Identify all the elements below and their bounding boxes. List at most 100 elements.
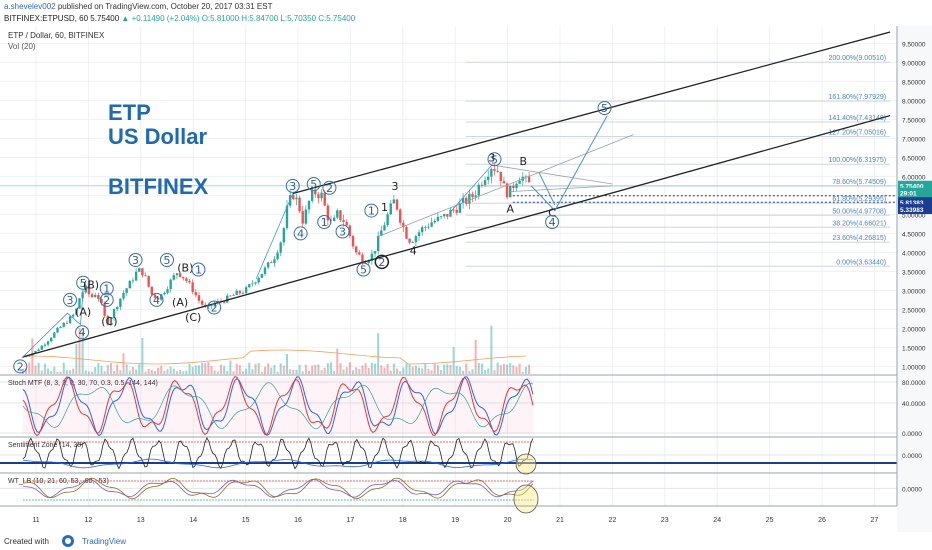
candle-body: [411, 242, 414, 244]
candle-body: [263, 267, 267, 274]
tradingview-logo-icon: [62, 535, 74, 547]
volume-bar: [153, 371, 156, 374]
price-tag: [898, 187, 932, 198]
wave-label: 5: [164, 254, 171, 267]
candle-body: [166, 289, 169, 293]
candle-body: [298, 197, 301, 212]
indicator-label: Stoch MTF (8, 3, 3, 0, 30, 70, 0.3, 0.5,…: [8, 380, 158, 387]
candle-body: [490, 169, 493, 177]
volume-bar: [311, 365, 314, 374]
candle-body: [310, 189, 314, 201]
wave-label-circle: [317, 215, 332, 229]
volume-bar: [436, 365, 439, 374]
candle-body: [94, 295, 97, 298]
candle-body: [131, 280, 135, 282]
volume-bar: [449, 364, 452, 374]
volume-bar: [87, 371, 90, 374]
indicator-label: Sentiment Zone (14, 30): [8, 442, 84, 449]
candle-body: [487, 176, 490, 181]
candle-body: [87, 285, 91, 295]
volume-bar: [477, 362, 480, 374]
candle-body: [427, 226, 430, 228]
volume-bar: [116, 364, 119, 374]
candle-body: [200, 300, 204, 305]
volume-bar: [345, 367, 348, 374]
wave-label: 3: [339, 226, 346, 239]
wave-label-circle: [322, 180, 337, 195]
volume-bar: [487, 368, 490, 374]
candle-body: [339, 210, 342, 221]
volume-bar: [210, 366, 213, 374]
candle-body: [257, 277, 260, 283]
candle-body: [292, 195, 295, 200]
candle-body: [430, 222, 433, 227]
candle-body: [477, 184, 480, 196]
candle-body: [446, 214, 449, 217]
fib-level-label: 100.00%(6.31975): [829, 157, 887, 164]
volume-bar: [182, 371, 185, 374]
candle-body: [238, 290, 242, 294]
y-tick-label: 4.50000: [902, 231, 926, 238]
volume-label: Vol (20): [8, 42, 36, 51]
volume-bar: [285, 354, 288, 374]
candle-body: [301, 211, 304, 224]
candle-body: [317, 194, 320, 199]
fib-level-label: 78.60%(5.74509): [832, 179, 886, 186]
candle-body: [455, 209, 458, 213]
volume-bar: [270, 367, 273, 374]
candle-body: [383, 225, 386, 231]
fib-level-label: 61.80%(5.29395): [832, 196, 886, 203]
y-tick-label: 2.50000: [902, 307, 926, 314]
candle-body: [474, 195, 477, 198]
wave-label: 3: [132, 254, 139, 267]
candle-body: [43, 344, 47, 346]
candle-body: [389, 203, 392, 215]
volume-bar: [323, 367, 326, 374]
candle-body: [90, 294, 94, 298]
wave-label: (A): [75, 305, 91, 318]
volume-bar: [37, 363, 40, 374]
wave-label-circle: [364, 203, 379, 218]
wave-label-circle: [99, 292, 114, 307]
subprojection-path: [538, 172, 556, 206]
volume-bar: [330, 362, 333, 374]
candle-body: [65, 322, 69, 324]
volume-bar: [34, 365, 37, 374]
volume-bar: [185, 370, 188, 374]
volume-bar: [223, 365, 226, 374]
volume-bar: [424, 363, 427, 374]
volume-bar: [314, 364, 317, 374]
volume-bar: [122, 353, 125, 374]
wave-label: 1: [321, 216, 328, 229]
volume-bar: [524, 366, 527, 374]
price-axis[interactable]: [897, 26, 932, 532]
candle-body: [414, 236, 418, 243]
candle-body: [279, 242, 282, 253]
chart-canvas[interactable]: 0.00%(3.63440) 23.60%(4.26815) 38.20%(4.66…: [0, 26, 932, 532]
volume-bar: [251, 369, 254, 374]
wave-label: 1: [368, 205, 375, 218]
volume-bar: [125, 364, 128, 374]
author-link[interactable]: a.shevelev002: [4, 2, 56, 11]
pane-tick-label: 0.0000: [902, 431, 922, 438]
volume-bar: [138, 364, 141, 374]
wave-label-circle: [374, 254, 390, 270]
volume-bar: [433, 363, 436, 374]
candle-body: [307, 200, 311, 210]
volume-bar: [97, 363, 100, 374]
candle-body: [222, 301, 226, 303]
wave-label-circle: [545, 215, 560, 229]
candle-body: [75, 308, 78, 315]
y-tick-label: 3.50000: [902, 269, 926, 276]
volume-bar: [166, 369, 169, 374]
candle-body: [323, 192, 326, 206]
candle-body: [515, 183, 518, 189]
tradingview-link[interactable]: TradingView: [82, 537, 127, 546]
price-tag-label: 5.75400: [900, 184, 924, 191]
x-tick-label: 17: [347, 517, 355, 524]
candle-body: [266, 262, 270, 268]
candle-body: [46, 341, 50, 345]
volume-bar: [194, 365, 197, 374]
candle-body: [499, 171, 502, 181]
candle-body: [194, 292, 198, 296]
